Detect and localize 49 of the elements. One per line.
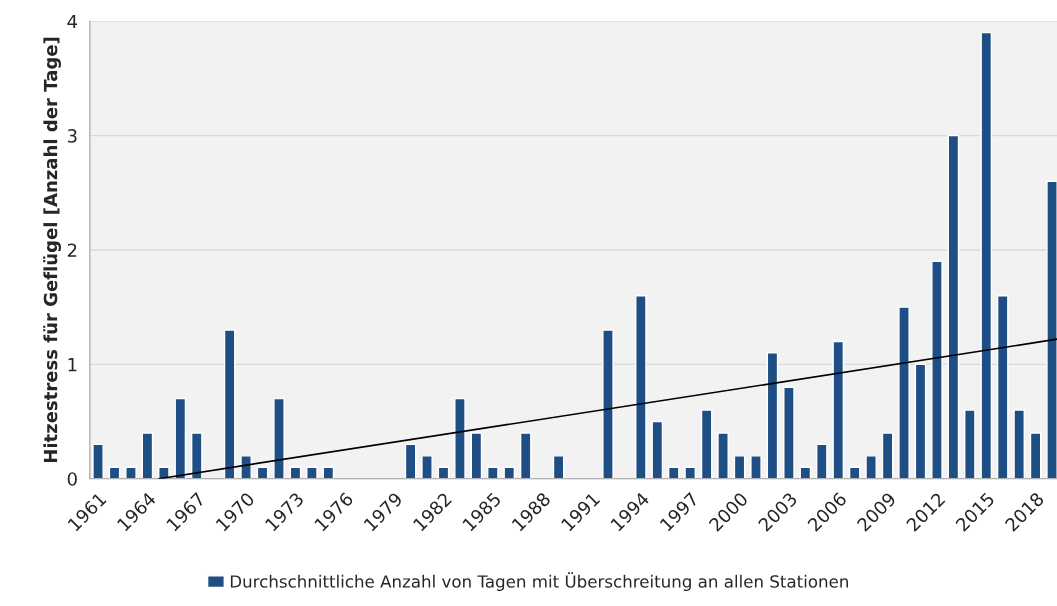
bar (240, 455, 252, 479)
bar (190, 432, 203, 479)
bar (602, 329, 614, 479)
bar (1046, 180, 1057, 479)
bar (470, 432, 483, 479)
bar (750, 455, 762, 479)
bar (783, 386, 795, 479)
bar (700, 409, 713, 479)
bar (881, 432, 894, 479)
bar (223, 329, 236, 479)
bar (684, 466, 696, 479)
bar (174, 397, 187, 479)
y-tick-label: 2 (67, 243, 77, 257)
bar (651, 420, 664, 479)
y-tick-label: 4 (67, 14, 78, 29)
bar (733, 455, 746, 479)
bar (1013, 409, 1025, 479)
y-tick-label: 0 (67, 472, 77, 486)
bar (865, 455, 877, 479)
legend-label: Durchschnittliche Anzahl von Tagen mit Überschreitung an allen Stationen (230, 572, 848, 591)
bar (635, 295, 647, 479)
bar (404, 443, 417, 479)
bar (766, 352, 779, 479)
bar (717, 432, 729, 479)
bar (815, 443, 828, 479)
bar (125, 466, 137, 479)
y-tick-label: 3 (67, 129, 77, 143)
bar (1029, 432, 1042, 479)
bar (454, 397, 466, 479)
bar (552, 455, 565, 479)
bar (141, 432, 154, 479)
bar (931, 260, 943, 479)
bar (980, 31, 993, 479)
y-tick-label: 1 (68, 358, 77, 372)
bar (306, 466, 318, 479)
bar (503, 466, 516, 479)
bar (947, 134, 960, 479)
bar (273, 397, 285, 479)
bar (487, 466, 499, 479)
bar (421, 455, 433, 479)
bar (914, 363, 927, 479)
y-axis-title: Hitzestress für Geflügel [Anzahl der Tage] (43, 37, 61, 463)
bar (519, 432, 532, 479)
bar (832, 340, 845, 479)
bar (996, 295, 1009, 479)
bar (667, 466, 680, 479)
bar (898, 306, 910, 479)
bar (964, 409, 976, 479)
bar (92, 443, 104, 479)
